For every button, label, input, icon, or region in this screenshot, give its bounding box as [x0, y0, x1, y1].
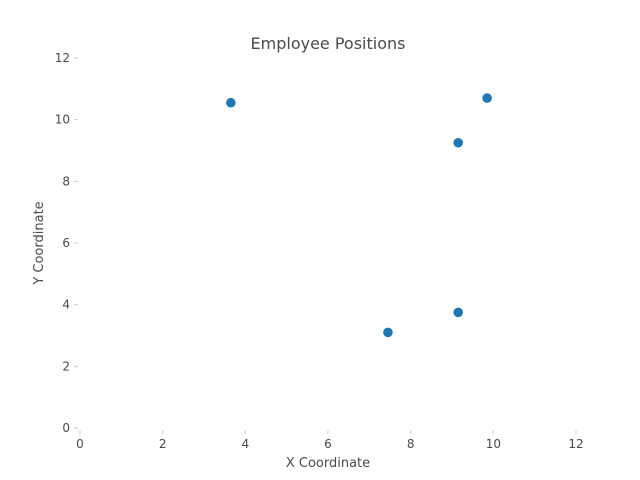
x-axis-ticks: 0 2 4 6 8 10 12: [76, 430, 584, 451]
scatter-point: [482, 93, 492, 103]
y-tick-label: 0: [62, 421, 70, 435]
y-tick-label: 2: [62, 359, 70, 373]
x-tick-label: 10: [486, 437, 501, 451]
chart-title: Employee Positions: [251, 34, 406, 53]
y-tick-label: 12: [55, 51, 70, 65]
y-tick-label: 6: [62, 236, 70, 250]
x-tick-label: 2: [159, 437, 167, 451]
x-tick-label: 0: [76, 437, 84, 451]
scatter-point: [453, 307, 464, 318]
y-axis-ticks: 0 2 4 6 8 10 12: [55, 51, 78, 435]
x-tick-label: 6: [324, 437, 332, 451]
x-axis-label: X Coordinate: [286, 456, 370, 471]
scatter-point: [226, 97, 236, 108]
x-tick-label: 12: [568, 437, 583, 451]
y-tick-label: 4: [62, 298, 70, 312]
y-tick-label: 8: [62, 174, 70, 188]
data-points: [226, 93, 492, 338]
y-tick-label: 10: [55, 113, 70, 127]
x-tick-label: 8: [407, 437, 415, 451]
scatter-point: [453, 137, 464, 148]
y-axis-label: Y Coordinate: [32, 201, 47, 285]
scatter-point: [383, 327, 393, 338]
x-tick-label: 4: [242, 437, 250, 451]
